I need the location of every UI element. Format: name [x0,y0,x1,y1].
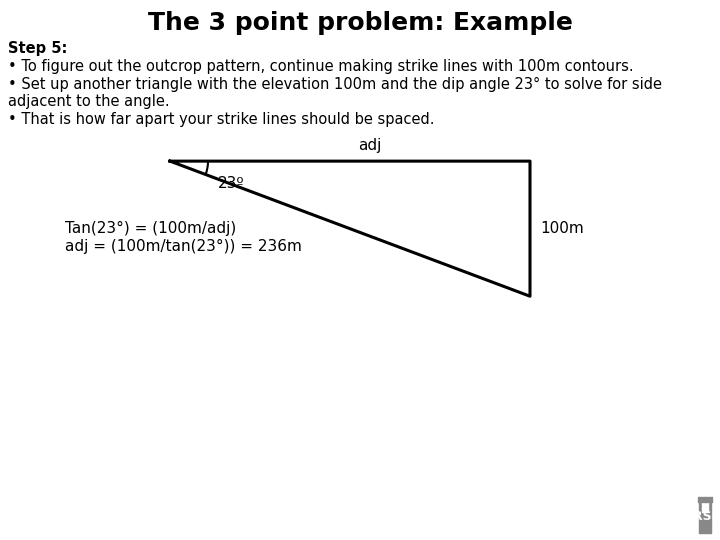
Text: adj = (100m/tan(23°)) = 236m: adj = (100m/tan(23°)) = 236m [65,239,302,254]
Text: adj: adj [359,138,382,153]
Bar [693,497,717,535]
Text: The 3 point problem: Example: The 3 point problem: Example [148,11,572,35]
Text: • That is how far apart your strike lines should be spaced.: • That is how far apart your strike line… [8,112,434,127]
Text: Tan(23°) = (100m/adj): Tan(23°) = (100m/adj) [65,221,236,236]
Text: • Set up another triangle with the elevation 100m and the dip angle 23° to solve: • Set up another triangle with the eleva… [8,77,662,92]
Text: School of Earth and Environment: School of Earth and Environment [10,509,293,524]
Text: UNIVERSITY OF LEEDS: UNIVERSITY OF LEEDS [650,510,720,523]
Text: 100m: 100m [540,221,584,236]
Text: Step 5:: Step 5: [8,41,68,56]
Text: • To figure out the outcrop pattern, continue making strike lines with 100m cont: • To figure out the outcrop pattern, con… [8,59,634,74]
Text: adjacent to the angle.: adjacent to the angle. [8,94,170,109]
Text: 23º: 23º [218,176,245,191]
